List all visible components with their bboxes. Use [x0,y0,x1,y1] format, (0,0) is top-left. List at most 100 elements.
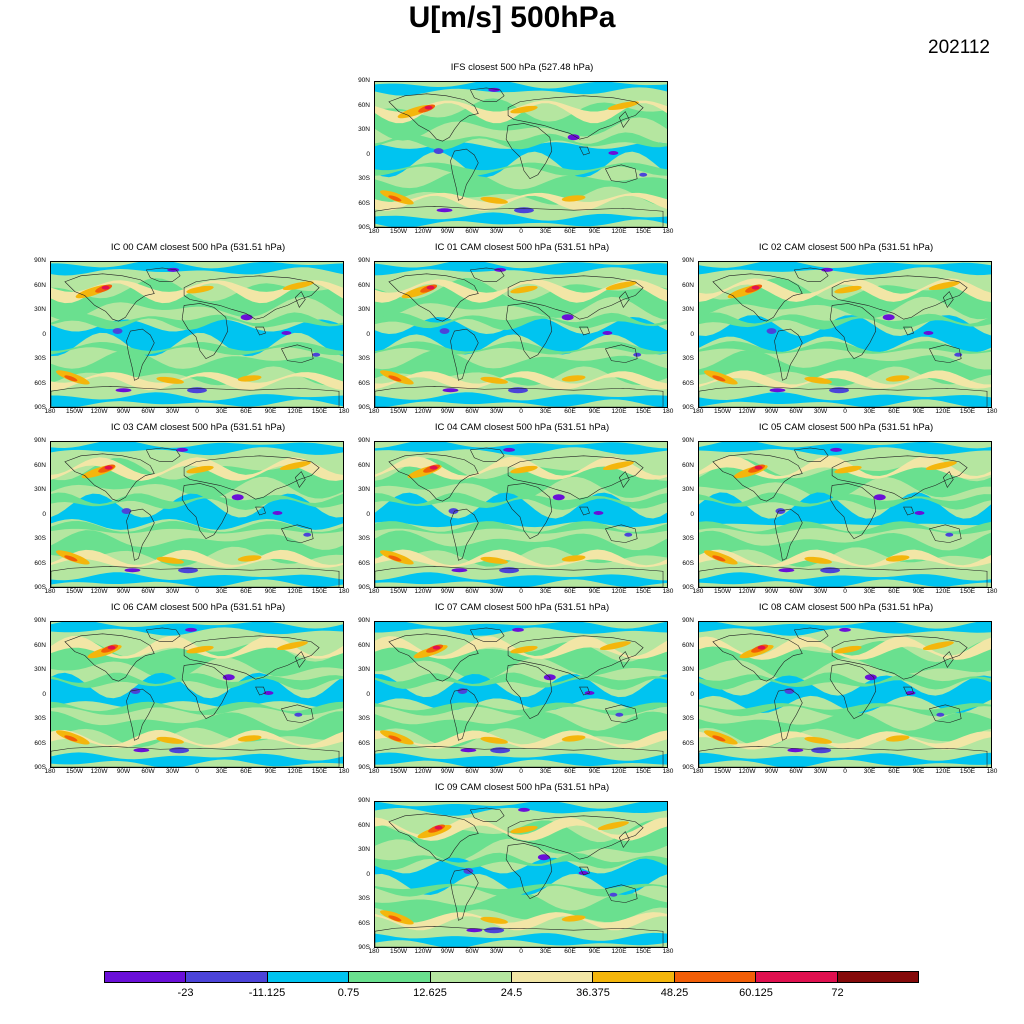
lon-tick-label: 180 [338,768,350,775]
lon-tick-label: 120W [90,588,108,595]
wind-field-svg [375,262,667,407]
lon-tick-label: 180 [368,408,380,415]
lat-tick-label: 60S [358,559,370,567]
lon-tick-label: 150W [66,768,83,775]
lon-tick-label: 180 [368,948,380,955]
lon-tick-label: 150W [390,768,407,775]
lon-tick-label: 120W [414,408,432,415]
map-panel-ic09: IC 09 CAM closest 500 hPa (531.51 hPa) 90… [350,782,673,955]
coastline [774,508,803,561]
coastline [774,688,803,741]
lon-tick-label: 90W [440,948,455,955]
colorbar-label: 60.125 [739,987,773,999]
lon-tick-label: 30W [165,408,180,415]
lon-tick-label: 150W [390,228,407,235]
wind-map [374,441,668,588]
coastline [51,565,340,587]
lon-tick-label: 120E [611,408,627,415]
coastline [450,328,479,381]
map-panel-ic04: IC 04 CAM closest 500 hPa (531.51 hPa) 90… [350,422,673,595]
lon-tick-label: 150W [390,588,407,595]
lat-tick-label: 0 [366,150,370,158]
coastline [126,328,155,381]
colorbar-label: 72 [831,987,844,999]
lat-tick-label: 90N [358,437,370,444]
coastline [774,328,803,381]
lon-tick-label: 120W [738,588,756,595]
lat-tick-label: 0 [42,690,46,698]
lon-tick-label: 60E [888,408,900,415]
coastline [375,205,664,227]
lon-tick-label: 30W [489,768,504,775]
lon-tick-label: 180 [662,588,674,595]
wind-map [50,441,344,588]
lon-tick-label: 120W [738,408,756,415]
coastline [450,508,479,561]
coastline [903,686,914,696]
wind-map [698,261,992,408]
lat-tick-label: 90N [682,437,694,444]
colorbar-swatch [105,972,187,982]
lon-tick-label: 180 [44,768,56,775]
coastline [505,663,553,720]
lon-tick-label: 60E [564,768,576,775]
lon-tick-label: 90W [116,768,131,775]
lat-tick-label: 90S [358,224,370,231]
colorbar-swatch [186,972,268,982]
coastline [793,267,829,283]
lat-tick-label: 60S [34,559,46,567]
panel-title: IC 04 CAM closest 500 hPa (531.51 hPa) [434,422,610,433]
lat-tick-label: 90N [34,257,46,264]
wind-map [374,621,668,768]
lat-tick-label: 30N [358,486,370,493]
lat-tick-label: 30S [34,355,46,362]
lon-tick-label: 150E [635,408,652,415]
lon-tick-label: 60W [141,768,155,775]
lat-tick-label: 60S [682,739,694,747]
lat-tick-label: 60N [34,461,46,469]
lon-tick-label: 60W [789,588,803,595]
lat-tick-label: 30S [358,355,370,362]
wind-map [374,801,668,948]
lon-tick-label: 150W [390,408,407,415]
lon-tick-label: 0 [195,768,199,775]
coastline [183,635,320,680]
lat-tick-label: 30S [34,715,46,722]
lat-tick-label: 60S [358,739,370,747]
lon-tick-label: 90W [440,228,455,235]
lat-tick-label: 90N [682,617,694,624]
lon-tick-label: 120W [414,228,432,235]
lon-tick-label: 0 [843,768,847,775]
lon-tick-label: 0 [519,588,523,595]
map-panel-ic03: IC 03 CAM closest 500 hPa (531.51 hPa) 90… [26,422,349,595]
coastline [507,455,644,500]
lon-tick-label: 120E [287,768,303,775]
coastline [942,651,954,668]
lat-tick-label: 90S [34,764,46,771]
lat-tick-label: 60N [34,641,46,649]
lat-tick-label: 60S [682,379,694,387]
colorbar-swatch [430,972,513,982]
lon-tick-label: 0 [519,228,523,235]
lon-tick-label: 0 [519,768,523,775]
panel-title: IC 09 CAM closest 500 hPa (531.51 hPa) [434,782,610,793]
lat-tick-label: 90S [34,404,46,411]
lat-tick-label: 0 [366,510,370,518]
panel-title: IC 01 CAM closest 500 hPa (531.51 hPa) [434,242,610,253]
coastline [469,807,505,823]
lat-tick-label: 60S [34,379,46,387]
lon-tick-label: 30E [215,588,228,595]
wind-field-svg [375,802,667,947]
lon-tick-label: 90W [440,588,455,595]
lat-tick-label: 90N [34,437,46,444]
lon-tick-label: 120W [414,768,432,775]
lat-tick-label: 90S [34,584,46,591]
lon-tick-label: 30E [539,588,552,595]
coastline [51,385,340,407]
coastline [51,745,340,767]
lat-tick-label: 30N [358,126,370,133]
lat-tick-label: 30S [682,715,694,722]
lon-tick-label: 0 [195,588,199,595]
coastline [64,453,155,502]
lat-tick-label: 90N [34,617,46,624]
